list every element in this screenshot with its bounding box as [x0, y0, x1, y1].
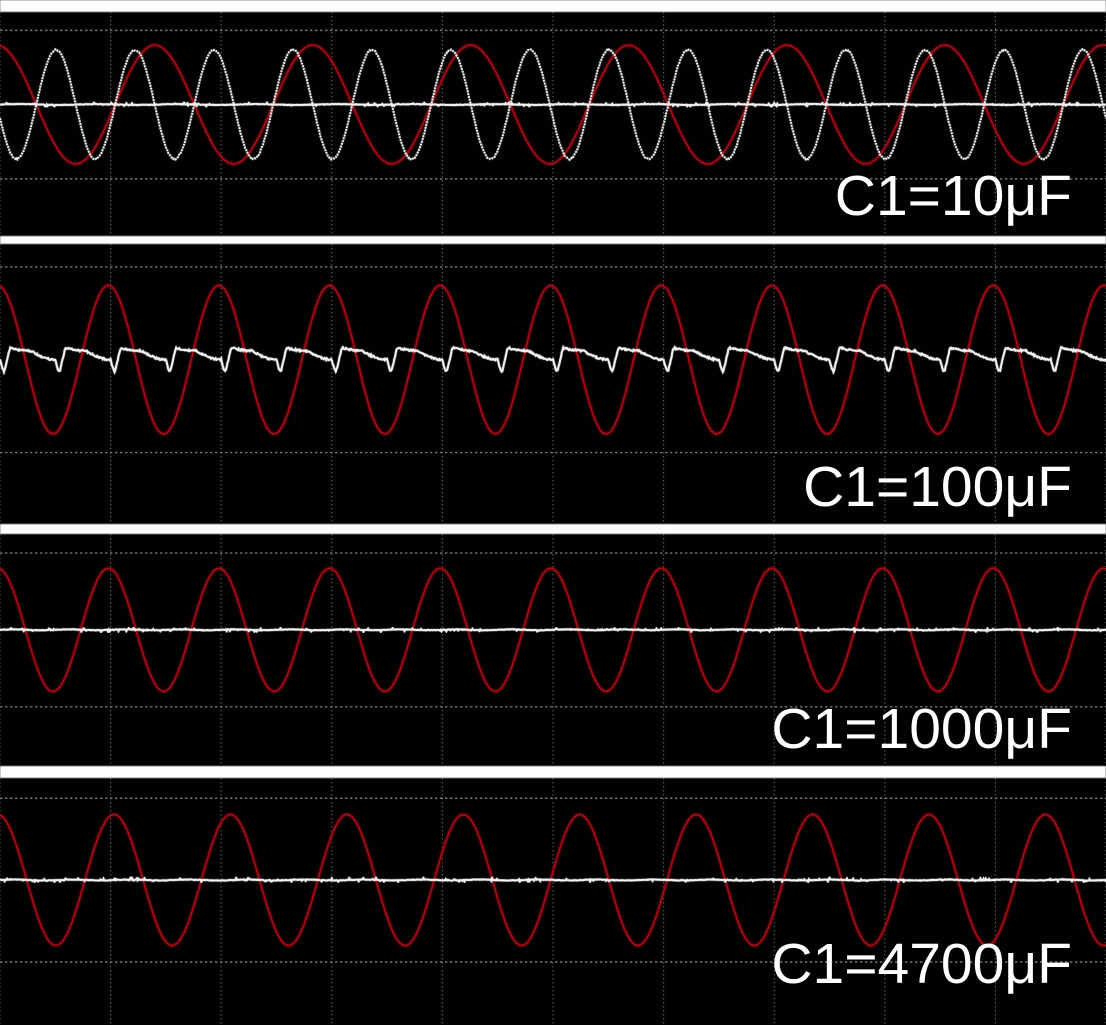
- svg-text:C1=4700μF: C1=4700μF: [771, 932, 1072, 996]
- svg-text:C1=1000μF: C1=1000μF: [771, 697, 1072, 761]
- svg-text:C1=10μF: C1=10μF: [835, 164, 1072, 228]
- svg-text:C1=100μF: C1=100μF: [803, 455, 1072, 519]
